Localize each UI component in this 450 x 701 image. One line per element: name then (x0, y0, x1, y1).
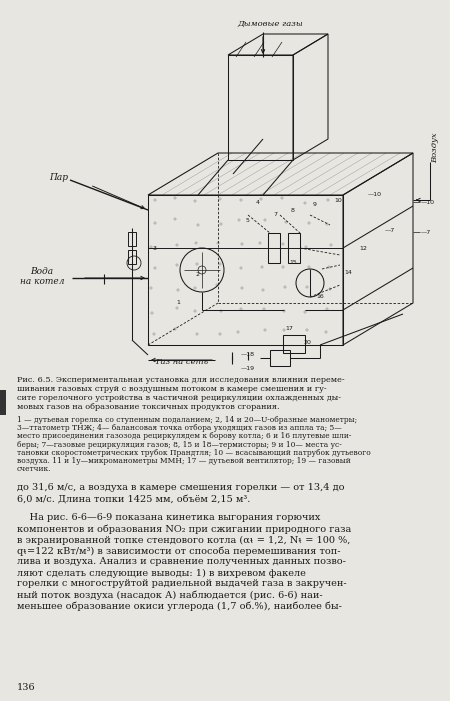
Text: 7: 7 (273, 212, 277, 217)
Bar (288, 233, 300, 263)
Text: 1: 1 (176, 299, 180, 304)
Text: 8: 8 (291, 207, 295, 212)
Text: мовых газов на образование токсичных продуктов сгорания.: мовых газов на образование токсичных про… (17, 403, 279, 411)
Text: —7: —7 (421, 229, 431, 235)
Text: ный поток воздуха (насадок А) наблюдается (рис. 6-6) наи-: ный поток воздуха (насадок А) наблюдаетс… (17, 590, 323, 600)
Text: 14: 14 (344, 269, 352, 275)
Text: 6,0 м/с. Длина топки 1425 мм, объём 2,15 м³.: 6,0 м/с. Длина топки 1425 мм, объём 2,15… (17, 494, 250, 503)
Text: 20: 20 (303, 341, 311, 346)
Text: 17: 17 (285, 325, 293, 330)
Text: Вода: Вода (31, 268, 54, 276)
Bar (268, 233, 280, 263)
Text: 12: 12 (359, 245, 367, 250)
Text: —10: —10 (368, 193, 382, 198)
Text: 15: 15 (289, 261, 297, 266)
Text: 16: 16 (316, 294, 324, 299)
Text: Дымовые газы: Дымовые газы (237, 20, 303, 28)
Text: тановки скоростометрических трубок Прандтля; 10 — всасывающий патрубок дутьевого: тановки скоростометрических трубок Пранд… (17, 449, 371, 457)
Text: ляют сделать следующие выводы: 1) в вихревом факеле: ляют сделать следующие выводы: 1) в вихр… (17, 569, 306, 578)
Text: 9: 9 (313, 203, 317, 207)
Text: 3—ттатометр ТНЖ; 4— балансовая точка отбора уходящих газов из аппла та; 5—: 3—ттатометр ТНЖ; 4— балансовая точка отб… (17, 424, 342, 433)
Text: —7: —7 (385, 228, 395, 233)
Text: шивания газовых струй с воздушным потоком в камере смешения и гу-: шивания газовых струй с воздушным потоко… (17, 385, 327, 393)
Text: 3: 3 (153, 245, 157, 250)
Text: 1 — дутьевая горелка со ступенным подаланием; 2, 14 и 20—U-образные манометры;: 1 — дутьевая горелка со ступенным подала… (17, 416, 357, 424)
Bar (128, 250, 136, 264)
Text: сите горелочного устройства в частичной рециркуляции охлажденных ды-: сите горелочного устройства в частичной … (17, 394, 341, 402)
Text: место присоединения газозода рециркулядем к борову котла; 6 и 16 плутевые шли-: место присоединения газозода рециркуляде… (17, 433, 351, 440)
Text: беры; 7—газовые рециркуляция газов; 8, 15 и 18—термисторы; 9 и 10— места ус-: беры; 7—газовые рециркуляция газов; 8, 1… (17, 441, 342, 449)
Bar (128, 232, 136, 246)
Text: на котел: на котел (20, 278, 64, 287)
Text: 136: 136 (17, 683, 36, 692)
Bar (270, 350, 290, 366)
Text: Газ на сеть: Газ на сеть (155, 358, 208, 366)
Text: горелки с многоструйтой радиельной выдачей газа в закручен-: горелки с многоструйтой радиельной выдач… (17, 580, 346, 588)
Text: qᵼ=122 кВт/м³) в зависимости от способа перемешивания топ-: qᵼ=122 кВт/м³) в зависимости от способа … (17, 546, 341, 556)
Text: 4: 4 (256, 200, 260, 205)
Text: меньшее образование окиси углерода (1,7 об.%), наиболее бы-: меньшее образование окиси углерода (1,7 … (17, 601, 342, 611)
Text: —18: —18 (241, 353, 255, 358)
Text: Воздух: Воздух (431, 132, 439, 163)
Text: На рис. 6-6—6-9 показана кинетика выгорания горючих: На рис. 6-6—6-9 показана кинетика выгора… (17, 513, 320, 522)
Text: 10: 10 (334, 198, 342, 203)
Text: до 31,6 м/с, а воздуха в камере смешения горелки — от 13,4 до: до 31,6 м/с, а воздуха в камере смешения… (17, 484, 345, 492)
Text: 2: 2 (196, 273, 200, 278)
Text: 5: 5 (246, 217, 250, 222)
Text: —10: —10 (421, 200, 435, 205)
Text: компонентов и образования NO₂ при сжигании природного газа: компонентов и образования NO₂ при сжиган… (17, 524, 351, 534)
Bar (283, 335, 305, 353)
Bar (0, 390, 6, 415)
Text: —19: —19 (241, 365, 255, 371)
Text: в экранированной топке стендового котла (αᵼ = 1,2, Nᵼ = 100 %,: в экранированной топке стендового котла … (17, 536, 351, 545)
Text: лива и воздуха. Анализ и сравнение полученных данных позво-: лива и воздуха. Анализ и сравнение получ… (17, 557, 346, 566)
Text: Пар: Пар (49, 174, 68, 182)
Text: воздуха. 11 и 1у—микроманометры ММН; 17 — дутьевой вентилятор; 19 — газовый: воздуха. 11 и 1у—микроманометры ММН; 17 … (17, 457, 351, 465)
Text: счетчик.: счетчик. (17, 465, 51, 473)
Text: Рис. 6.5. Экспериментальная установка для исследования влияния переме-: Рис. 6.5. Экспериментальная установка дл… (17, 376, 345, 384)
